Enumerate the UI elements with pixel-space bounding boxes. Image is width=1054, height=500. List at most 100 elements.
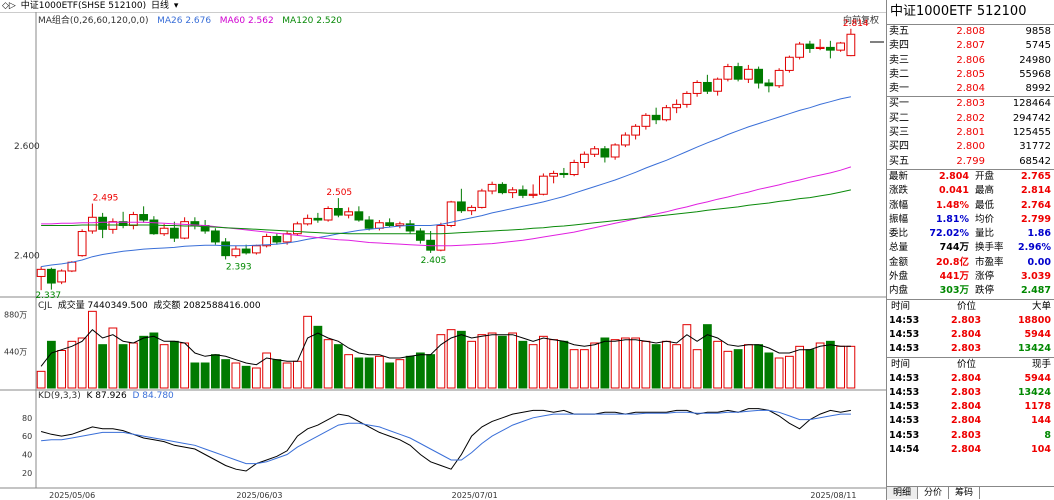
tab-1[interactable]: 分价	[918, 487, 950, 499]
candle-body	[323, 208, 333, 221]
trade-time: 14:53	[889, 343, 920, 355]
candle-body	[723, 66, 733, 80]
volume-tick-label: 440万	[4, 347, 27, 356]
candle-body	[364, 219, 374, 229]
volume-bar	[374, 355, 384, 389]
volume-bar	[713, 340, 723, 389]
tab-0[interactable]: 明细	[887, 487, 919, 499]
candle-body	[36, 268, 46, 277]
ask-volume: 55968	[1019, 68, 1051, 80]
trade-volume: 104	[1031, 444, 1051, 456]
bid-row: 买一 2.803 128464	[887, 97, 1054, 111]
volume-bar	[180, 342, 190, 389]
ask-price: 2.807	[956, 40, 985, 52]
volume-bar	[682, 324, 692, 389]
stat-value: 1.48%	[936, 199, 969, 211]
candle-body	[600, 148, 610, 158]
candlestick-chart[interactable]: 2.600 2.400 2.814 2.495 2.505 2.393 2.405 2.337…	[0, 12, 886, 500]
volume-bar	[723, 350, 733, 389]
adjust-mode[interactable]: 向前复权	[843, 16, 880, 26]
trade-volume: 13424	[1017, 343, 1051, 355]
big-order-row: 14:53 2.804 5944	[887, 328, 1054, 342]
candle-body	[754, 68, 764, 84]
volume-line	[40, 329, 851, 367]
bid-row: 买四 2.800 31772	[887, 140, 1054, 154]
candle-body	[661, 107, 671, 121]
tick-list: 时间 价位 现手 14:53 2.804 5944 14:53 2.803 13424 14:53…	[887, 358, 1054, 458]
volume-bar	[241, 365, 251, 389]
price-annotation: 2.393	[226, 262, 252, 272]
candle-body	[333, 208, 343, 216]
volume-bar	[836, 345, 846, 389]
period-selector[interactable]: 日线	[150, 1, 169, 11]
ask-volume: 8992	[1025, 83, 1051, 95]
ask-row: 卖三 2.806 24980	[887, 54, 1054, 68]
candle-body	[610, 144, 620, 158]
trade-time: 14:53	[889, 372, 920, 384]
volume-bar	[672, 344, 682, 389]
stat-value: 441万	[939, 271, 969, 283]
volume-bar	[333, 344, 343, 389]
candle-body	[415, 230, 425, 241]
volume-bar	[559, 340, 569, 389]
candle-body	[713, 78, 723, 92]
volume-bar	[446, 329, 456, 389]
stat-label: 涨幅	[889, 199, 909, 211]
ma-legend: MA组合(0,26,60,120,0,0) MA26 2.676 MA60 2.…	[38, 13, 342, 26]
bid-price: 2.801	[956, 127, 985, 139]
vol-legend-vol: 成交量 7440349.500	[57, 301, 148, 311]
stat-value: 1.81%	[936, 213, 969, 225]
ma120-line	[41, 189, 852, 235]
volume-bar	[87, 310, 97, 389]
volume-bar	[364, 357, 374, 389]
candle-body	[764, 82, 774, 87]
volume-bar	[292, 360, 302, 389]
date-label: 2025/06/03	[236, 491, 282, 500]
tab-2[interactable]: 筹码	[949, 487, 981, 499]
chevron-down-icon[interactable]: ▾	[173, 1, 179, 11]
tick-row: 14:53 2.804 144	[887, 414, 1054, 428]
volume-bar	[344, 354, 354, 389]
bid-price: 2.800	[956, 141, 985, 153]
candle-body	[344, 211, 354, 216]
ask-row: 卖四 2.807 5745	[887, 39, 1054, 53]
chart-area[interactable]: MA组合(0,26,60,120,0,0) MA26 2.676 MA60 2.…	[0, 12, 886, 500]
candle-body	[682, 92, 692, 105]
stat-label: 最新	[889, 170, 909, 182]
candle-body	[405, 223, 415, 232]
kd-tick-label: 60	[22, 432, 32, 441]
candle-body	[210, 230, 220, 243]
candle-body	[77, 231, 87, 257]
stat-label: 金额	[889, 256, 909, 268]
volume-tick-label: 880万	[4, 311, 27, 320]
volume-bar	[395, 359, 405, 389]
stat-row: 涨跌 0.041 最高 2.814	[887, 184, 1054, 198]
ask-level: 卖四	[889, 40, 909, 52]
volume-bar	[190, 362, 200, 389]
stat-value: 20.8亿	[936, 256, 969, 268]
volume-bar	[610, 339, 620, 389]
volume-bar	[323, 339, 333, 389]
ask-row: 卖五 2.808 9858	[887, 25, 1054, 39]
volume-bar	[77, 337, 87, 389]
bid-level: 买三	[889, 127, 909, 139]
stat-row: 振幅 1.81% 均价 2.799	[887, 213, 1054, 227]
candle-body	[303, 217, 313, 225]
ma60-line	[41, 166, 852, 247]
ask-volume: 24980	[1019, 54, 1051, 66]
stat-label: 均价	[975, 213, 995, 225]
volume-bar	[487, 332, 497, 389]
stat-label: 外盘	[889, 271, 909, 283]
bid-level: 买五	[889, 155, 909, 167]
volume-bar	[754, 344, 764, 389]
volume-bar	[282, 362, 292, 389]
stat-value: 3.039	[1020, 271, 1051, 283]
candle-body	[251, 245, 261, 254]
nav-icon[interactable]: ◇▷	[2, 1, 16, 11]
candle-body	[456, 201, 466, 212]
stat-label: 最低	[975, 199, 995, 211]
bid-volume: 68542	[1019, 155, 1051, 167]
stat-value: 2.814	[1020, 185, 1051, 197]
candle-body	[169, 227, 179, 239]
candle-body	[159, 227, 169, 235]
